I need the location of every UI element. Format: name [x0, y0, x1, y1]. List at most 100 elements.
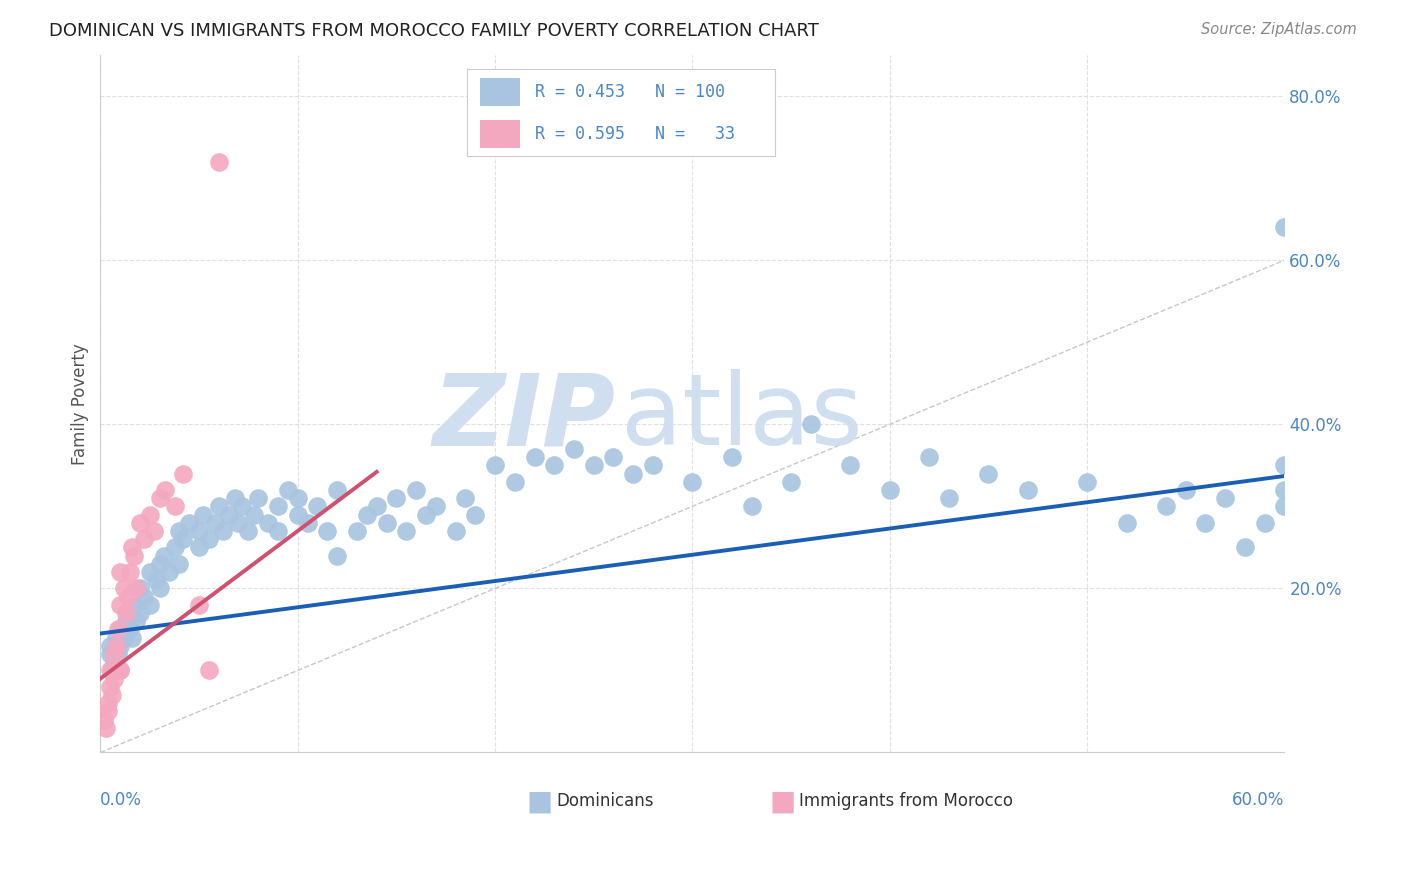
Point	[142, 524, 165, 538]
Point	[112, 631, 135, 645]
Point	[204, 516, 226, 530]
Point	[385, 491, 408, 505]
Point	[307, 500, 329, 514]
Point	[148, 582, 170, 596]
Point	[1017, 483, 1039, 497]
Text: Dominicans: Dominicans	[557, 792, 654, 810]
Point	[1154, 500, 1177, 514]
Point	[121, 541, 143, 555]
Text: Immigrants from Morocco: Immigrants from Morocco	[799, 792, 1012, 810]
Point	[879, 483, 901, 497]
Point	[145, 573, 167, 587]
Point	[415, 508, 437, 522]
Y-axis label: Family Poverty: Family Poverty	[72, 343, 89, 465]
Point	[247, 491, 270, 505]
Point	[721, 450, 744, 464]
Point	[132, 590, 155, 604]
Point	[562, 442, 585, 456]
Point	[122, 549, 145, 563]
Point	[165, 541, 187, 555]
Point	[977, 467, 1000, 481]
Point	[621, 467, 644, 481]
Text: ■: ■	[769, 788, 796, 815]
Point	[179, 516, 201, 530]
Point	[918, 450, 941, 464]
Point	[108, 639, 131, 653]
Point	[267, 500, 290, 514]
Point	[1194, 516, 1216, 530]
Point	[103, 647, 125, 661]
Point	[165, 500, 187, 514]
Point	[208, 154, 231, 169]
Point	[582, 458, 605, 473]
Point	[346, 524, 368, 538]
Point	[172, 532, 194, 546]
Point	[188, 541, 211, 555]
Point	[267, 524, 290, 538]
Point	[1274, 483, 1296, 497]
Point	[484, 458, 506, 473]
Text: 60.0%: 60.0%	[1232, 791, 1285, 809]
Point	[121, 631, 143, 645]
Point	[1274, 458, 1296, 473]
Point	[366, 500, 388, 514]
Point	[425, 500, 447, 514]
Point	[152, 549, 174, 563]
Point	[208, 500, 231, 514]
Point	[148, 491, 170, 505]
Point	[602, 450, 624, 464]
Point	[238, 524, 260, 538]
Point	[128, 582, 150, 596]
Point	[117, 590, 139, 604]
Point	[464, 508, 486, 522]
Point	[1274, 500, 1296, 514]
Point	[218, 508, 240, 522]
Point	[503, 475, 526, 489]
Point	[98, 647, 121, 661]
Point	[138, 508, 160, 522]
Point	[98, 664, 121, 678]
Point	[97, 705, 120, 719]
Point	[125, 614, 148, 628]
Point	[103, 655, 125, 669]
Point	[257, 516, 280, 530]
Point	[105, 631, 128, 645]
Point	[356, 508, 378, 522]
Point	[97, 696, 120, 710]
Point	[326, 483, 349, 497]
Point	[1213, 491, 1236, 505]
Point	[523, 450, 546, 464]
Point	[108, 664, 131, 678]
Point	[1115, 516, 1137, 530]
Point	[96, 721, 118, 735]
Point	[118, 606, 141, 620]
Point	[101, 688, 124, 702]
Point	[231, 500, 253, 514]
Point	[132, 532, 155, 546]
Point	[375, 516, 398, 530]
Text: ■: ■	[527, 788, 553, 815]
Point	[1274, 220, 1296, 235]
Point	[107, 623, 129, 637]
Point	[105, 639, 128, 653]
Point	[395, 524, 418, 538]
Point	[1174, 483, 1197, 497]
Point	[105, 664, 128, 678]
Point	[1076, 475, 1098, 489]
Point	[128, 606, 150, 620]
Point	[287, 508, 309, 522]
Point	[224, 491, 246, 505]
Point	[108, 565, 131, 579]
Point	[169, 524, 191, 538]
Point	[316, 524, 339, 538]
Text: atlas: atlas	[621, 369, 863, 467]
Text: DOMINICAN VS IMMIGRANTS FROM MOROCCO FAMILY POVERTY CORRELATION CHART: DOMINICAN VS IMMIGRANTS FROM MOROCCO FAM…	[49, 22, 820, 40]
Point	[108, 623, 131, 637]
Point	[98, 639, 121, 653]
Point	[454, 491, 477, 505]
Point	[277, 483, 299, 497]
Point	[444, 524, 467, 538]
Point	[93, 713, 115, 727]
Text: ZIP: ZIP	[433, 369, 616, 467]
Point	[169, 557, 191, 571]
